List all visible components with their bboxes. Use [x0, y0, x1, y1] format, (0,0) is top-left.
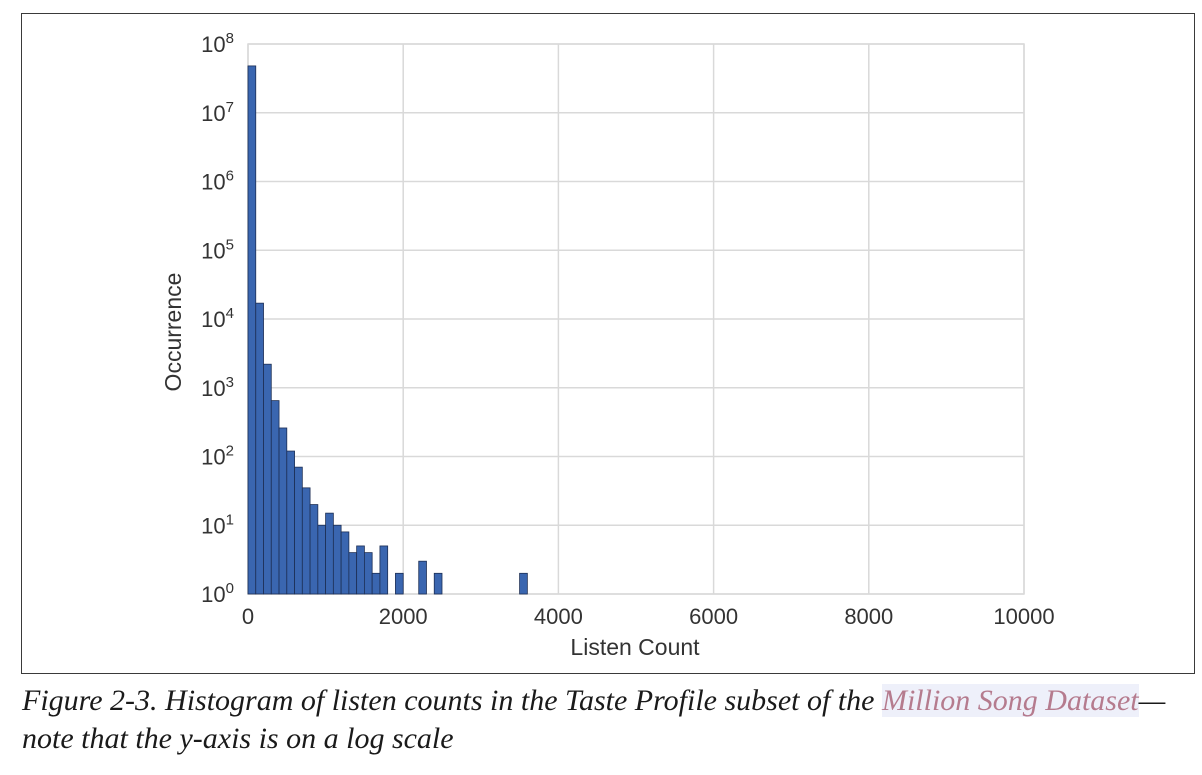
y-tick-exponent: 8	[226, 30, 234, 47]
histogram-bar	[356, 545, 365, 595]
histogram-bar	[340, 531, 350, 595]
histogram-bar	[332, 524, 342, 595]
x-tick-labels: 0 2000 4000 6000 8000 10000	[242, 604, 1055, 629]
x-tick-label: 2000	[379, 604, 428, 629]
histogram-bars	[247, 65, 528, 595]
histogram-bar	[294, 466, 303, 595]
histogram-bar	[418, 560, 427, 595]
y-tick-label: 105	[201, 236, 234, 263]
histogram-bar	[363, 552, 373, 595]
caption-prefix: Figure 2-3. Histogram of listen counts i…	[22, 684, 882, 717]
y-tick-exponent: 5	[226, 236, 234, 253]
histogram-bar	[255, 302, 264, 595]
histogram-bar	[317, 524, 326, 595]
y-tick-base: 10	[201, 376, 225, 401]
y-tick-label: 101	[201, 511, 234, 538]
y-tick-label: 102	[201, 443, 234, 470]
x-tick-label: 0	[242, 604, 254, 629]
y-tick-label: 107	[201, 99, 234, 126]
figure-caption: Figure 2-3. Histogram of listen counts i…	[22, 682, 1192, 758]
y-tick-exponent: 1	[226, 511, 234, 528]
y-tick-label: 104	[201, 305, 234, 332]
y-tick-base: 10	[201, 238, 225, 263]
y-tick-base: 10	[201, 513, 225, 538]
y-tick-base: 10	[201, 582, 225, 607]
y-tick-label: 108	[201, 30, 234, 57]
y-tick-exponent: 6	[226, 168, 234, 185]
histogram-bar	[348, 552, 358, 595]
y-tick-base: 10	[201, 32, 225, 57]
histogram-bar	[371, 572, 381, 595]
histogram-bar	[278, 427, 288, 595]
histogram-bar	[395, 572, 404, 595]
histogram-bar	[301, 487, 311, 595]
x-tick-label: 4000	[534, 604, 583, 629]
histogram-bar	[286, 450, 295, 595]
x-axis-title: Listen Count	[570, 634, 700, 660]
y-tick-label: 100	[201, 580, 234, 607]
histogram-bar	[270, 400, 280, 595]
y-tick-base: 10	[201, 101, 225, 126]
caption-suffix: —note that the y-axis is on a log scale	[22, 684, 1166, 755]
y-tick-label: 103	[201, 374, 234, 401]
x-tick-label: 6000	[689, 604, 738, 629]
y-tick-base: 10	[201, 170, 225, 195]
million-song-dataset-link[interactable]: Million Song Dataset	[881, 684, 1139, 717]
histogram-bar	[263, 363, 272, 595]
histogram-chart: 0 2000 4000 6000 8000 10000 10010110210310410…	[160, 30, 1055, 660]
x-tick-label: 8000	[844, 604, 893, 629]
y-tick-exponent: 4	[226, 305, 234, 322]
histogram-bar	[309, 504, 319, 595]
y-tick-exponent: 7	[226, 99, 234, 116]
y-tick-base: 10	[201, 445, 225, 470]
y-tick-exponent: 0	[226, 580, 234, 597]
histogram-bar	[247, 65, 257, 595]
y-tick-exponent: 2	[226, 443, 234, 460]
grid-lines	[247, 43, 1025, 595]
histogram-bar	[379, 545, 389, 595]
histogram-bar	[325, 512, 334, 595]
y-tick-base: 10	[201, 307, 225, 332]
y-axis-title: Occurrence	[160, 273, 186, 392]
y-tick-exponent: 3	[226, 374, 234, 391]
y-tick-label: 106	[201, 168, 234, 195]
figure-frame: 0 2000 4000 6000 8000 10000 100 101 102 103 104 10…	[21, 13, 1195, 674]
histogram-bar	[519, 572, 528, 595]
histogram-bar	[433, 572, 443, 595]
x-tick-label: 10000	[993, 604, 1054, 629]
